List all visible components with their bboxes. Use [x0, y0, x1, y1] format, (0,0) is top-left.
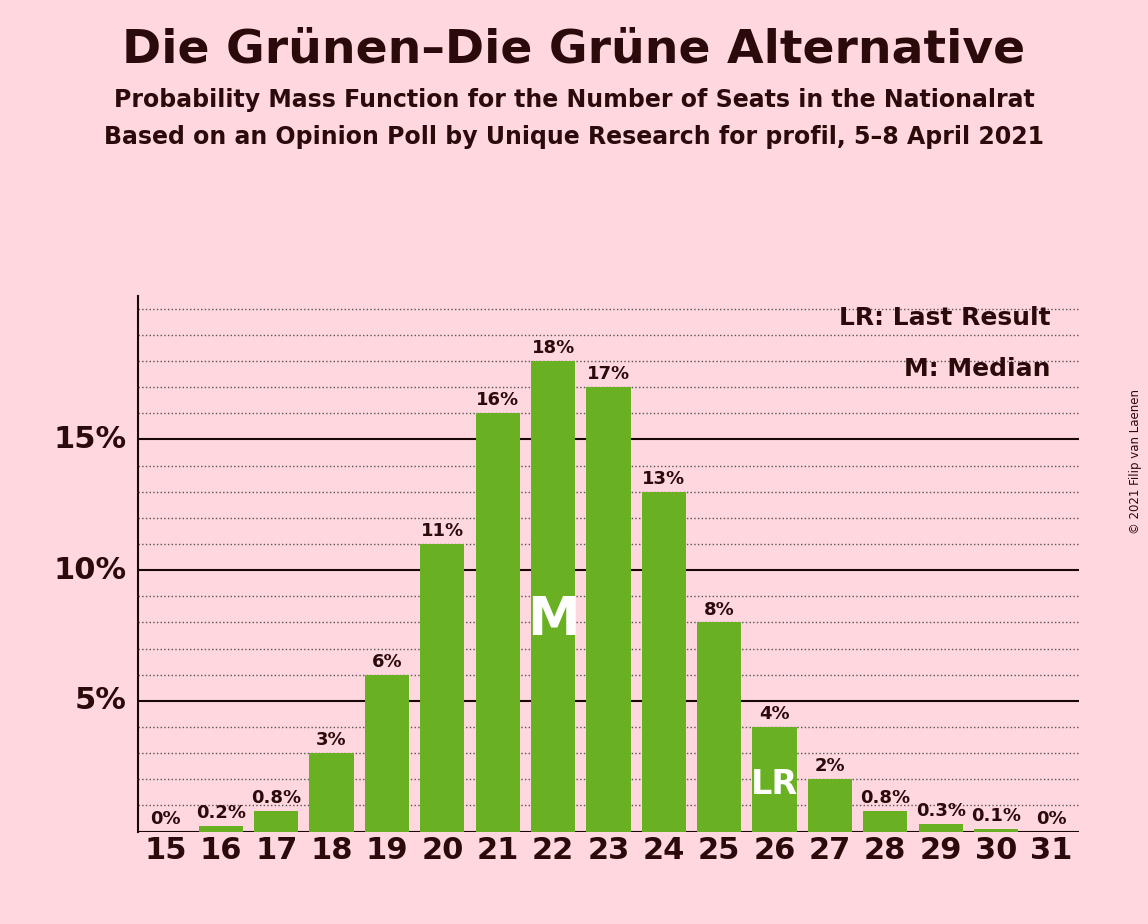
- Text: 4%: 4%: [759, 705, 790, 723]
- Text: 0%: 0%: [150, 809, 180, 828]
- Text: M: M: [527, 594, 580, 646]
- Text: 11%: 11%: [421, 522, 464, 541]
- Bar: [365, 675, 409, 832]
- Text: 8%: 8%: [704, 601, 735, 618]
- Text: M: Median: M: Median: [905, 358, 1050, 382]
- Text: 0.8%: 0.8%: [251, 789, 301, 807]
- Bar: [752, 727, 797, 832]
- Text: 5%: 5%: [75, 687, 126, 715]
- Bar: [697, 623, 742, 832]
- Text: 2%: 2%: [815, 758, 845, 775]
- Bar: [642, 492, 687, 832]
- Text: 10%: 10%: [53, 555, 126, 585]
- Bar: [918, 824, 963, 832]
- Bar: [808, 779, 852, 832]
- Text: 15%: 15%: [53, 425, 126, 454]
- Bar: [199, 826, 243, 832]
- Text: 0.8%: 0.8%: [860, 789, 910, 807]
- Text: 13%: 13%: [642, 469, 685, 488]
- Text: Die Grünen–Die Grüne Alternative: Die Grünen–Die Grüne Alternative: [123, 28, 1025, 73]
- Bar: [587, 387, 630, 832]
- Bar: [420, 544, 465, 832]
- Text: 0.2%: 0.2%: [196, 805, 246, 822]
- Text: LR: Last Result: LR: Last Result: [839, 307, 1050, 331]
- Bar: [254, 810, 298, 832]
- Bar: [863, 810, 907, 832]
- Text: 18%: 18%: [532, 339, 575, 357]
- Text: 3%: 3%: [316, 731, 347, 749]
- Text: LR: LR: [751, 768, 798, 801]
- Bar: [475, 413, 520, 832]
- Text: 16%: 16%: [476, 392, 519, 409]
- Bar: [310, 753, 354, 832]
- Text: 0%: 0%: [1037, 809, 1066, 828]
- Bar: [974, 829, 1018, 832]
- Text: 0.3%: 0.3%: [916, 802, 965, 820]
- Bar: [530, 361, 575, 832]
- Text: 17%: 17%: [587, 365, 630, 383]
- Text: 0.1%: 0.1%: [971, 807, 1021, 825]
- Text: Probability Mass Function for the Number of Seats in the Nationalrat: Probability Mass Function for the Number…: [114, 88, 1034, 112]
- Text: © 2021 Filip van Laenen: © 2021 Filip van Laenen: [1130, 390, 1142, 534]
- Text: Based on an Opinion Poll by Unique Research for profil, 5–8 April 2021: Based on an Opinion Poll by Unique Resea…: [104, 125, 1044, 149]
- Text: 6%: 6%: [372, 653, 402, 671]
